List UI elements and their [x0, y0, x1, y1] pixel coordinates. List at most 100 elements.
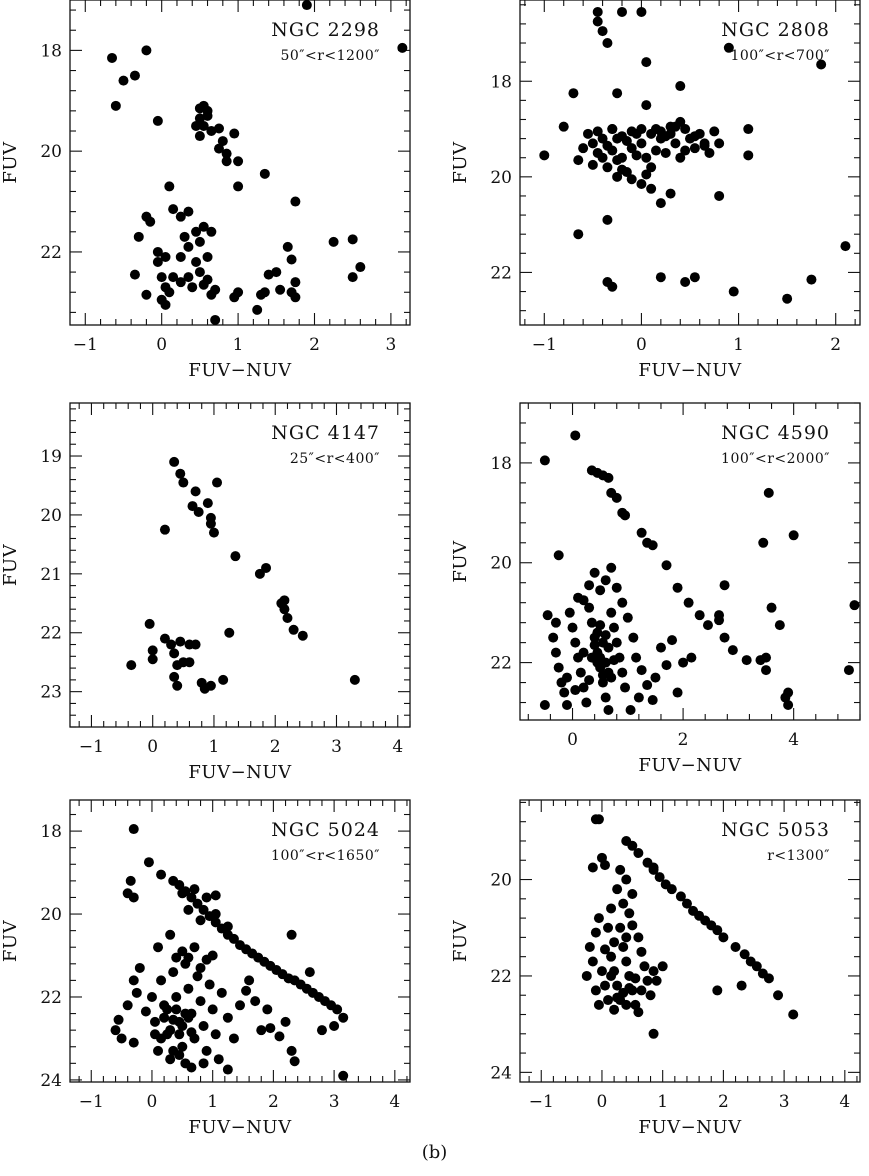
data-point — [730, 942, 741, 953]
x-tick-label: 2 — [678, 730, 689, 750]
data-point — [583, 128, 593, 139]
data-point — [683, 597, 694, 608]
x-axis-label: FUV−NUV — [638, 1117, 742, 1138]
data-point — [694, 610, 705, 621]
data-point — [290, 292, 301, 303]
data-point — [655, 126, 666, 137]
data-point — [681, 898, 692, 909]
x-axis-label: FUV−NUV — [638, 360, 742, 381]
data-point — [180, 1008, 191, 1019]
data-point — [597, 26, 608, 37]
data-point — [672, 582, 683, 593]
scatter-panel-2: −1 0 1 2 18 20 22 FUV−NUV FUV NGC 2808 100″<r<700″ — [450, 0, 861, 381]
data-point — [646, 128, 657, 139]
data-point — [129, 70, 140, 81]
data-point — [183, 206, 194, 217]
data-point — [252, 304, 263, 315]
data-point — [213, 123, 224, 134]
data-point — [280, 1016, 291, 1027]
data-point — [195, 915, 206, 926]
data-point — [617, 6, 627, 17]
data-point — [168, 204, 179, 215]
data-point — [271, 267, 282, 278]
data-point — [783, 687, 794, 698]
data-point — [633, 1007, 644, 1018]
data-point — [168, 272, 179, 283]
data-point — [140, 1006, 151, 1017]
data-point — [150, 1029, 160, 1040]
data-point — [603, 705, 614, 716]
data-point — [559, 687, 570, 698]
data-point — [596, 966, 607, 977]
data-point — [282, 613, 293, 624]
data-point — [621, 932, 632, 943]
data-point — [714, 615, 725, 626]
data-point — [128, 1037, 139, 1048]
x-tick-label: 1 — [657, 1092, 668, 1112]
data-point — [332, 1004, 343, 1015]
data-point — [603, 922, 614, 933]
data-point — [642, 975, 653, 986]
data-point — [279, 604, 290, 615]
data-point — [578, 647, 589, 658]
data-point — [626, 126, 637, 137]
data-point — [198, 1021, 209, 1032]
data-point — [689, 131, 700, 142]
x-tick-label: 1 — [233, 335, 244, 355]
y-tick-label: 20 — [490, 871, 512, 891]
data-point — [553, 662, 564, 673]
x-tick-label: 0 — [636, 335, 647, 355]
data-point — [686, 652, 697, 663]
data-point — [328, 236, 339, 247]
data-point — [550, 617, 561, 628]
data-point — [603, 995, 614, 1006]
data-point — [194, 267, 205, 278]
data-point — [202, 498, 213, 509]
data-point — [600, 944, 610, 955]
data-point — [259, 168, 270, 179]
data-point — [301, 0, 312, 11]
data-point — [655, 198, 666, 209]
data-point — [617, 131, 627, 142]
data-point — [617, 164, 627, 175]
data-point — [169, 456, 180, 467]
data-point — [606, 951, 617, 962]
data-point — [175, 251, 186, 262]
data-point — [175, 277, 186, 288]
data-point — [611, 492, 622, 503]
data-point — [213, 143, 224, 154]
data-point — [290, 196, 301, 207]
panel-title: NGC 5053 — [721, 819, 830, 841]
data-point — [584, 675, 595, 686]
data-point — [250, 996, 261, 1007]
data-point — [172, 680, 183, 691]
data-point — [612, 88, 623, 99]
data-point — [275, 284, 286, 295]
data-point — [606, 970, 617, 981]
scatter-panel-4: 0 2 4 18 20 22 FUV−NUV FUV NGC 4590 100″<r<2000″ — [450, 402, 861, 776]
plot-frame — [519, 0, 861, 326]
data-point — [274, 1031, 285, 1042]
data-point — [235, 1000, 245, 1011]
x-tick-label: 3 — [329, 1092, 340, 1112]
data-point — [186, 892, 197, 903]
plot-frame — [69, 0, 411, 326]
data-point — [156, 869, 167, 880]
data-point — [568, 88, 579, 99]
data-point — [168, 1045, 179, 1056]
data-point — [189, 942, 200, 953]
data-point — [606, 562, 617, 573]
data-point — [160, 299, 171, 310]
data-point — [620, 510, 631, 521]
data-point — [584, 942, 595, 953]
data-point — [190, 486, 201, 497]
data-point — [194, 113, 205, 124]
data-point — [612, 992, 623, 1003]
data-point — [164, 181, 175, 192]
data-point — [174, 880, 185, 891]
data-point — [627, 889, 638, 899]
data-point — [849, 600, 860, 611]
data-point — [621, 999, 632, 1010]
data-point — [107, 52, 118, 63]
data-point — [210, 1029, 221, 1040]
